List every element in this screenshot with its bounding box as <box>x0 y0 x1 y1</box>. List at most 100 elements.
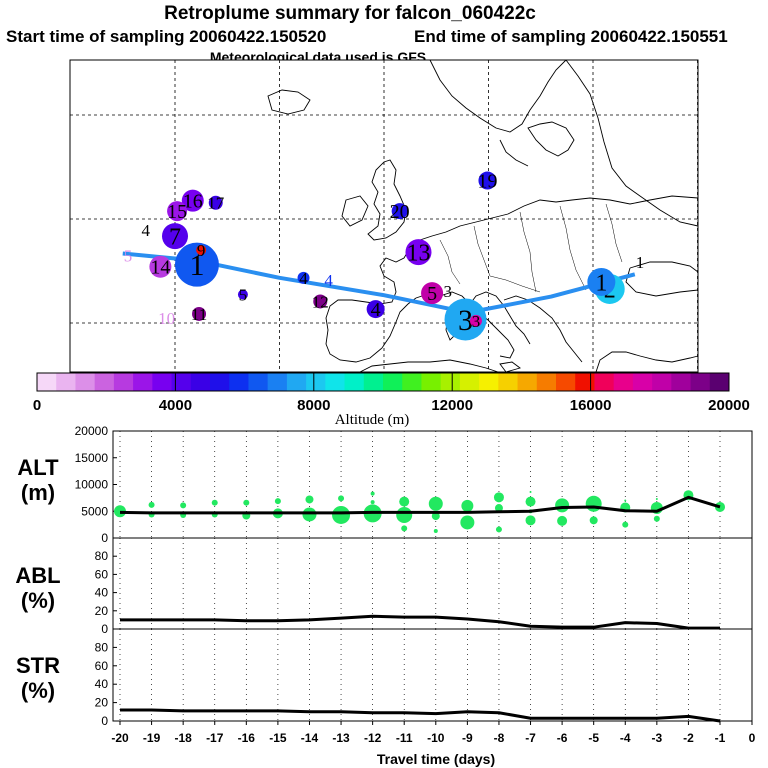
x-tick-label: -19 <box>143 731 161 745</box>
alt-point <box>243 499 250 506</box>
alt-point <box>589 516 598 525</box>
plume-markers: 132171351416154192011121734591344510 <box>124 171 645 341</box>
plume-label: 3 <box>472 312 481 331</box>
panel-frame <box>112 628 753 722</box>
plume-circle <box>237 289 248 300</box>
plume-label: 1 <box>595 270 607 296</box>
alt-point <box>401 525 408 532</box>
colorbar-swatch <box>556 373 576 391</box>
colorbar-tick-label: 4000 <box>159 397 192 414</box>
alt-point <box>494 504 503 513</box>
panel-unit: (m) <box>21 480 55 505</box>
x-tick-label: -5 <box>588 731 599 745</box>
panel-str: 0 20 40 60 80 STR(%) <box>16 628 753 728</box>
colorbar-swatch <box>344 373 365 391</box>
colorbar-swatch <box>94 373 115 391</box>
plume-marker: 19 <box>477 171 497 193</box>
alt-point <box>114 505 126 518</box>
plume-label: 4 <box>371 299 381 321</box>
panel-ytick-label: 0 <box>101 714 108 728</box>
sampling-end: End time of sampling 20060422.150551 <box>414 27 728 46</box>
plume-label: 9 <box>197 241 206 260</box>
colorbar-swatch <box>37 373 57 391</box>
plume-label: 15 <box>167 201 187 223</box>
plume-label: 12 <box>312 292 329 311</box>
colorbar-swatch <box>652 373 672 391</box>
plume-marker: 12 <box>312 292 329 311</box>
alt-point <box>622 521 629 528</box>
x-tick-label: -15 <box>269 731 287 745</box>
plume-circle <box>587 267 616 296</box>
plume-marker: 10 <box>158 309 175 328</box>
panel-ytick-label: 15000 <box>75 451 109 465</box>
plume-marker: 5 <box>237 285 248 304</box>
plume-circle <box>167 201 188 222</box>
x-tick-label: -14 <box>301 731 319 745</box>
colorbar-swatch <box>575 373 595 391</box>
x-tick-label: -3 <box>652 731 663 745</box>
alt-point <box>624 499 627 502</box>
map-panel: 132171351416154192011121734591344510 <box>69 59 699 373</box>
alt-point <box>555 498 570 513</box>
colorbar-swatch <box>498 373 519 391</box>
plume-label: 14 <box>150 257 170 279</box>
alt-point <box>653 515 660 522</box>
plume-marker: 1 <box>636 253 645 272</box>
plume-circle <box>297 271 310 284</box>
plume-label: 5 <box>427 283 437 305</box>
x-tick-label: -4 <box>620 731 631 745</box>
x-tick-label: -20 <box>111 731 129 745</box>
plume-label: 13 <box>406 241 430 267</box>
colorbar-swatch <box>152 373 173 391</box>
alt-point <box>655 497 658 500</box>
x-tick-label: -12 <box>364 731 382 745</box>
plume-circle <box>162 223 188 250</box>
panel-ytick-label: 20000 <box>75 424 109 438</box>
alt-point <box>399 496 410 507</box>
panel-ytick-label: 0 <box>101 622 108 636</box>
plume-circle <box>421 282 444 305</box>
panel-ytick-label: 10000 <box>75 478 109 492</box>
plume-circle <box>181 189 204 212</box>
plume-marker: 5 <box>124 247 133 266</box>
plume-marker: 20 <box>390 201 410 223</box>
plume-marker: 3 <box>444 298 487 341</box>
plume-label: 20 <box>390 201 410 223</box>
x-tick-label: -1 <box>715 731 726 745</box>
colorbar-swatch <box>171 373 192 391</box>
alt-point <box>461 499 474 512</box>
plume-circle <box>174 242 219 287</box>
plume-marker: 3 <box>443 282 452 301</box>
panel-ytick-label: 40 <box>95 677 109 691</box>
colorbar-swatch <box>383 373 403 391</box>
panel-unit: (%) <box>21 588 55 613</box>
colorbar-swatch <box>190 373 211 391</box>
colorbar-swatch <box>210 373 230 391</box>
plume-label: 1 <box>636 253 645 272</box>
plume-marker: 13 <box>405 239 432 267</box>
x-tick-label: -7 <box>525 731 536 745</box>
panel-label: STR <box>16 653 60 678</box>
x-tick-label: 0 <box>749 731 756 745</box>
colorbar-swatch <box>421 373 442 391</box>
plume-label: 4 <box>141 221 150 240</box>
alt-point <box>431 512 440 521</box>
plume-label: 10 <box>158 309 175 328</box>
x-tick-label: -17 <box>206 731 224 745</box>
plume-marker: 1 <box>174 242 219 287</box>
alt-point <box>370 491 375 496</box>
colorbar-swatch <box>113 373 134 391</box>
plume-circle <box>478 171 497 190</box>
panel-line <box>119 495 721 515</box>
colorbar-swatch <box>286 373 307 391</box>
alt-point <box>460 515 475 530</box>
colorbar-tick-label: 8000 <box>297 397 330 414</box>
x-tick-label: -13 <box>332 731 350 745</box>
panel-alt: 0 5000 10000 15000 20000 ALT(m) <box>17 424 753 545</box>
colorbar-swatch <box>133 373 153 391</box>
colorbar-swatch <box>709 373 730 391</box>
alt-point <box>525 496 536 507</box>
plume-marker: 16 <box>181 189 204 213</box>
alt-point <box>557 515 568 526</box>
